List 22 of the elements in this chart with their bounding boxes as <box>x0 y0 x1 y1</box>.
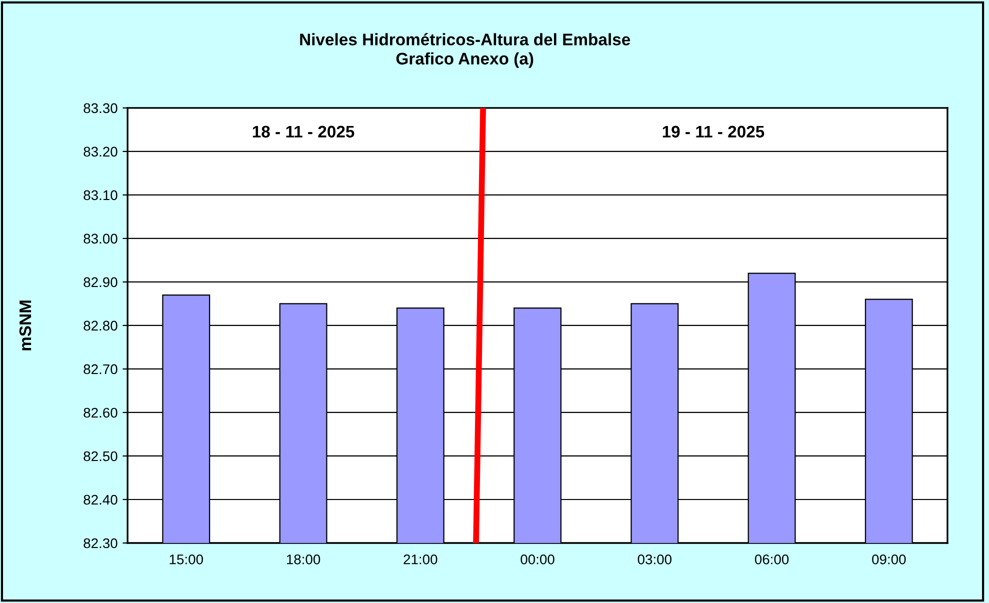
x-tick-label: 09:00 <box>872 554 906 564</box>
y-tick-label: 83.10 <box>84 190 118 200</box>
x-tick-label: 21:00 <box>404 554 438 564</box>
y-tick-label: 83.30 <box>84 103 118 114</box>
y-tick-label: 82.60 <box>84 408 118 418</box>
x-tick-label: 06:00 <box>754 554 789 564</box>
y-tick-label: 82.90 <box>84 277 118 288</box>
x-tick-label: 15:00 <box>170 554 203 564</box>
y-tick-label: 82.80 <box>84 320 118 331</box>
y-tick-label: 82.70 <box>84 364 118 374</box>
x-tick-label: 03:00 <box>638 554 672 564</box>
x-tick-label: 18:00 <box>286 554 320 564</box>
y-tick-label: 82.30 <box>84 538 118 548</box>
y-tick-label: 83.00 <box>84 234 118 244</box>
y-axis-title: mSNM <box>19 300 32 350</box>
x-tick-label: 00:00 <box>520 554 554 564</box>
chart-title: Niveles Hidrométricos-Altura del Embalse Grafico Anexo (a) <box>300 33 630 68</box>
y-tick-label: 82.40 <box>84 494 118 505</box>
y-tick-label: 83.20 <box>84 146 118 157</box>
annotation: 18 - 11 - 2025 <box>252 126 354 138</box>
annotation: 19 - 11 - 2025 <box>662 126 764 138</box>
y-tick-label: 82.50 <box>84 451 118 462</box>
